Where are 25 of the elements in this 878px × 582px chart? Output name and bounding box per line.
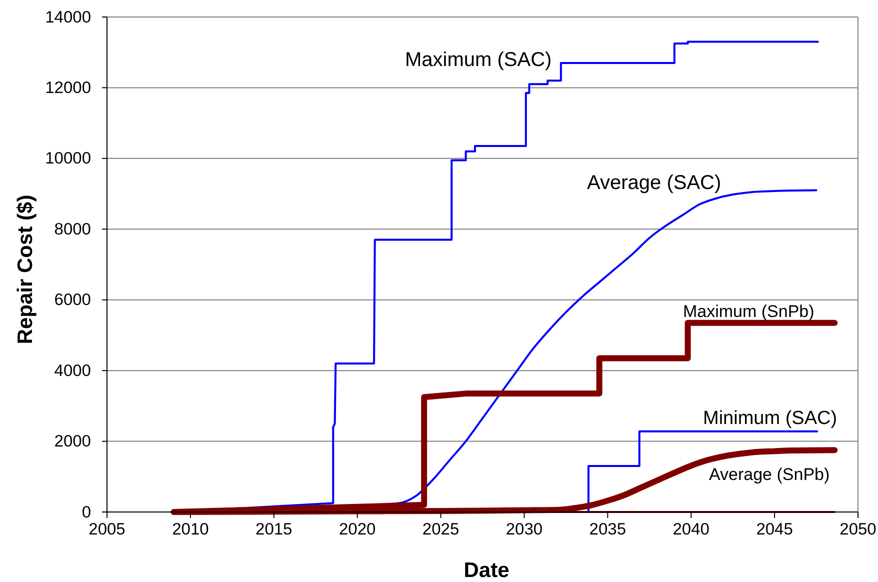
y-tick-label: 14000 bbox=[45, 8, 91, 26]
y-tick-label: 10000 bbox=[45, 150, 91, 168]
x-tick-label: 2030 bbox=[506, 520, 543, 539]
x-tick-label: 2005 bbox=[88, 520, 126, 539]
x-tick-label: 2045 bbox=[756, 520, 793, 539]
x-tick-label: 2025 bbox=[422, 520, 460, 539]
x-tick-label: 2035 bbox=[589, 520, 626, 539]
y-tick-label: 8000 bbox=[54, 220, 91, 238]
series-label: Maximum (SAC) bbox=[405, 49, 552, 71]
x-tick-label: 2050 bbox=[840, 520, 876, 539]
y-tick-label: 0 bbox=[82, 503, 91, 522]
y-tick-label: 4000 bbox=[54, 362, 91, 380]
y-axis-title: Repair Cost ($) bbox=[14, 194, 37, 344]
y-tick-label: 2000 bbox=[54, 432, 91, 451]
series-label: Minimum (SAC) bbox=[703, 408, 838, 429]
x-tick-label: 2020 bbox=[338, 520, 376, 539]
x-tick-label: 2015 bbox=[256, 520, 292, 539]
x-axis-title: Date bbox=[464, 559, 510, 582]
y-tick-label: 6000 bbox=[54, 291, 91, 310]
x-tick-label: 2010 bbox=[172, 520, 209, 539]
series-label: Average (SnPb) bbox=[709, 465, 830, 484]
series-label: Average (SAC) bbox=[587, 172, 722, 194]
x-tick-label: 2040 bbox=[672, 520, 710, 539]
series-label: Maximum (SnPb) bbox=[683, 302, 814, 321]
y-tick-label: 12000 bbox=[45, 78, 91, 97]
